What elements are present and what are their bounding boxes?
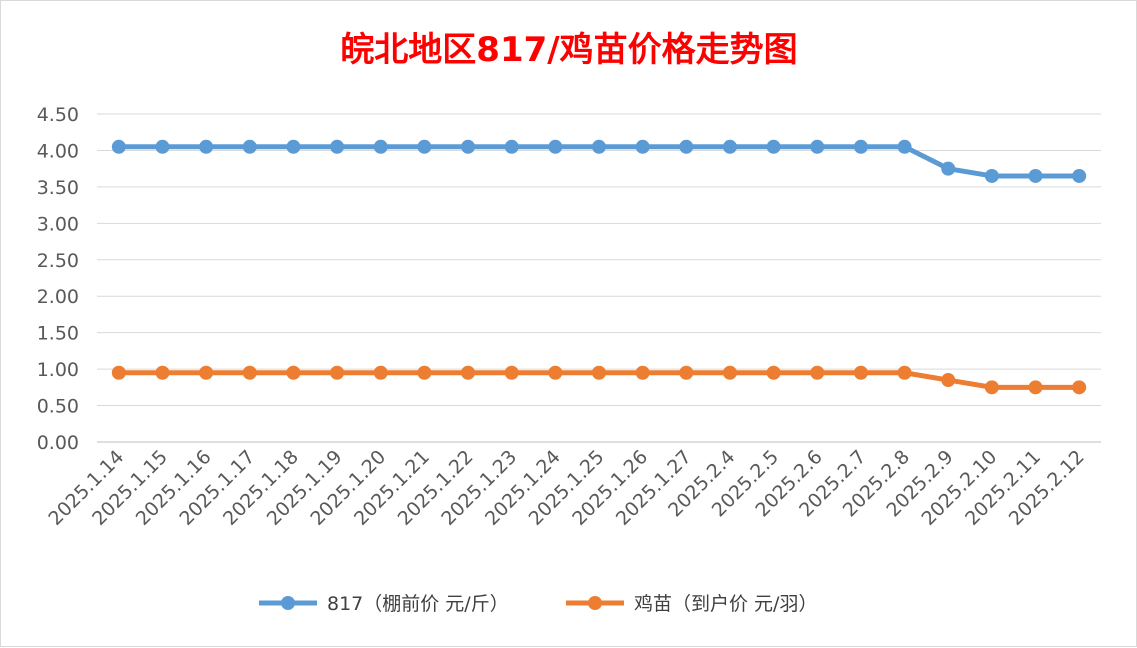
data-point [853,139,868,154]
y-tick-label: 1.50 [37,323,79,345]
y-tick-label: 0.00 [37,432,79,454]
y-tick-label: 2.00 [37,286,79,308]
data-point [548,139,563,154]
data-point [679,365,694,380]
data-point [199,365,214,380]
y-tick-label: 3.00 [37,213,79,235]
data-point [810,139,825,154]
data-point [373,139,388,154]
data-point [242,139,257,154]
data-point [1028,168,1043,183]
legend-swatch-marker [281,596,295,610]
data-point [373,365,388,380]
y-tick-label: 4.50 [37,104,79,126]
data-point [417,365,432,380]
y-tick-label: 1.00 [37,359,79,381]
legend-label: 817（棚前价 元/斤） [327,593,509,615]
data-point [504,365,519,380]
data-point [722,139,737,154]
y-tick-label: 3.50 [37,177,79,199]
data-point [984,168,999,183]
data-point [155,365,170,380]
data-point [155,139,170,154]
data-point [417,139,432,154]
data-point [330,365,345,380]
data-point [286,365,301,380]
data-point [1028,380,1043,395]
series-group [111,139,1087,395]
data-point [330,139,345,154]
data-point [111,365,126,380]
data-point [810,365,825,380]
data-point [941,161,956,176]
data-point [461,139,476,154]
data-point [1072,380,1087,395]
data-point [111,139,126,154]
data-point [941,373,956,388]
y-tick-label: 0.50 [37,396,79,418]
data-point [679,139,694,154]
data-point [592,139,606,154]
data-point [592,365,606,380]
legend-label: 鸡苗（到户价 元/羽） [634,593,817,615]
data-point [548,365,563,380]
data-point [766,365,781,380]
data-point [1072,168,1087,183]
chart-title: 皖北地区817/鸡苗价格走势图 [340,30,797,70]
legend-item: 817（棚前价 元/斤） [259,593,509,615]
x-axis: 2025.1.142025.1.152025.1.162025.1.172025… [44,446,1088,530]
legend: 817（棚前价 元/斤） 鸡苗（到户价 元/羽） [259,593,817,615]
y-tick-label: 4.00 [37,140,79,162]
data-point [853,365,868,380]
y-tick-label: 2.50 [37,250,79,272]
data-point [635,365,650,380]
legend-swatch-marker [588,596,602,610]
data-point [722,365,737,380]
data-point [766,139,781,154]
data-point [242,365,257,380]
legend-item: 鸡苗（到户价 元/羽） [566,593,817,615]
data-point [897,139,912,154]
data-point [984,380,999,395]
data-point [504,139,519,154]
data-point [897,365,912,380]
data-point [461,365,476,380]
series-2 [111,365,1087,395]
data-point [286,139,301,154]
data-point [635,139,650,154]
y-axis: 0.00 0.50 1.00 1.50 2.00 2.50 3.00 3.50 4.00 4.50 [37,104,79,454]
series-1 [111,139,1087,183]
data-point [199,139,214,154]
